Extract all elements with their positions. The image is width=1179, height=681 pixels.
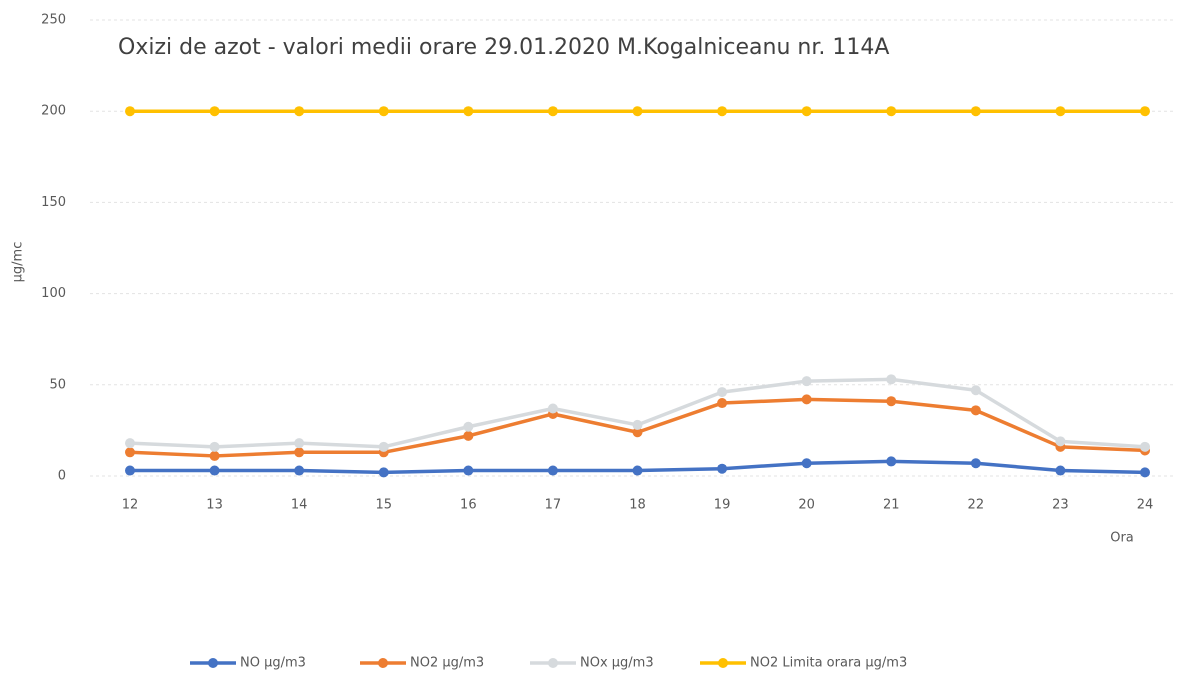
x-tick-label: 12	[122, 498, 139, 513]
data-point	[1140, 441, 1150, 452]
x-tick-label: 19	[714, 498, 731, 513]
legend-label: NO µg/m3	[240, 656, 306, 671]
data-point	[632, 106, 643, 117]
data-point	[801, 394, 812, 405]
y-tick-label: 250	[41, 13, 66, 28]
y-tick-label: 150	[41, 195, 66, 210]
data-point	[1140, 106, 1150, 117]
data-point	[970, 458, 981, 469]
data-point	[801, 376, 812, 387]
chart-title: Oxizi de azot - valori medii orare 29.01…	[118, 35, 889, 60]
data-point	[209, 450, 220, 461]
data-point	[886, 106, 897, 117]
data-point	[1055, 106, 1066, 117]
data-point	[717, 387, 728, 398]
data-point	[378, 441, 389, 452]
y-tick-label: 50	[49, 377, 66, 392]
data-point	[717, 463, 728, 474]
data-point	[1140, 467, 1150, 478]
legend-marker	[208, 658, 218, 668]
x-tick-label: 17	[545, 498, 562, 513]
x-tick-label: 21	[883, 498, 900, 513]
data-point	[1055, 436, 1066, 447]
data-point	[886, 396, 897, 407]
data-point	[463, 106, 474, 117]
data-point	[632, 419, 643, 430]
y-tick-label: 200	[41, 104, 66, 119]
data-point	[632, 427, 643, 438]
legend-label: NO2 Limita orara µg/m3	[750, 656, 907, 671]
data-point	[125, 106, 135, 117]
data-point	[125, 447, 135, 458]
data-point	[801, 106, 812, 117]
legend-marker	[378, 658, 388, 668]
x-tick-label: 13	[206, 498, 223, 513]
data-point	[632, 465, 643, 476]
data-point	[801, 458, 812, 469]
data-point	[209, 465, 220, 476]
data-point	[378, 467, 389, 478]
data-point	[209, 441, 220, 452]
data-point	[294, 465, 305, 476]
data-point	[1055, 465, 1066, 476]
data-point	[717, 106, 728, 117]
data-point	[463, 465, 474, 476]
data-point	[886, 374, 897, 385]
data-point	[547, 106, 558, 117]
data-point	[717, 398, 728, 409]
data-point	[886, 456, 897, 467]
legend-marker	[548, 658, 558, 668]
data-point	[970, 405, 981, 416]
x-axis-label: Ora	[1110, 531, 1134, 546]
x-tick-label: 18	[629, 498, 646, 513]
data-point	[125, 465, 135, 476]
data-point	[463, 430, 474, 441]
x-tick-label: 15	[375, 498, 392, 513]
y-axis-label: µg/mc	[11, 242, 26, 283]
data-point	[125, 438, 135, 449]
data-point	[970, 385, 981, 396]
data-point	[294, 106, 305, 117]
x-tick-label: 16	[460, 498, 477, 513]
data-point	[294, 438, 305, 449]
data-point	[378, 106, 389, 117]
x-tick-label: 22	[968, 498, 985, 513]
y-tick-label: 100	[41, 286, 66, 301]
data-point	[463, 421, 474, 432]
data-point	[970, 106, 981, 117]
y-tick-label: 0	[58, 469, 66, 484]
legend-label: NO2 µg/m3	[410, 656, 484, 671]
x-tick-label: 24	[1137, 498, 1154, 513]
x-tick-label: 23	[1052, 498, 1069, 513]
data-point	[547, 465, 558, 476]
legend-marker	[718, 658, 728, 668]
x-tick-label: 20	[798, 498, 815, 513]
data-point	[294, 447, 305, 458]
x-tick-label: 14	[291, 498, 308, 513]
legend-label: NOx µg/m3	[580, 656, 654, 671]
data-point	[547, 403, 558, 414]
data-point	[209, 106, 220, 117]
